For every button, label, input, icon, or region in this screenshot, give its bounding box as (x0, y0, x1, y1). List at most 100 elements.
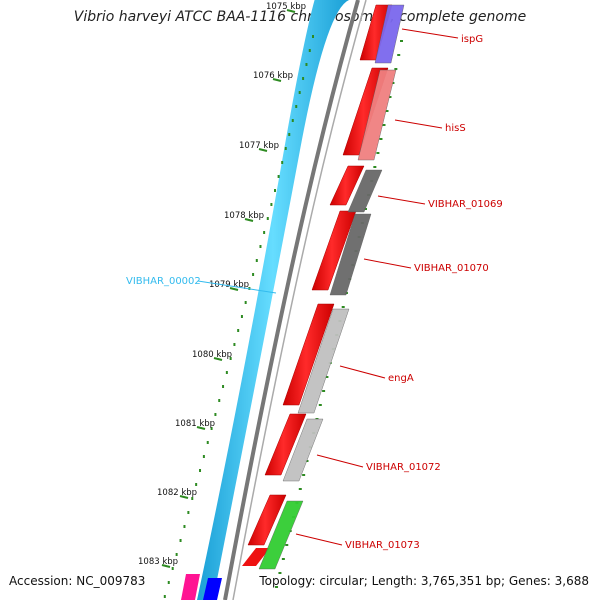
minor-tick (179, 539, 182, 542)
minor-tick (400, 40, 403, 42)
kbp-label: 1083 kbp (138, 557, 178, 567)
feature-block-engA[interactable] (297, 308, 350, 414)
genome-summary-text: Topology: circular; Length: 3,765,351 bp… (259, 574, 589, 588)
feature-block-partial[interactable] (203, 578, 222, 600)
minor-tick (376, 152, 380, 154)
backbone-line-inner (232, 0, 367, 600)
minor-tick (263, 231, 266, 234)
minor-tick (225, 371, 228, 374)
gene-label-engA[interactable]: engA (388, 373, 414, 384)
minor-tick (385, 110, 389, 112)
minor-tick (195, 483, 198, 486)
minor-tick (275, 586, 279, 588)
major-tick (272, 78, 282, 82)
kbp-label: 1082 kbp (157, 488, 197, 498)
label-leaders (295, 28, 459, 546)
minor-tick (312, 35, 314, 38)
genome-title: Vibrio harveyi ATCC BAA-1116 chromosome … (73, 9, 527, 25)
kbp-label: 1079 kbp (209, 280, 249, 290)
minor-tick (199, 469, 202, 472)
major-tick (179, 495, 189, 499)
minor-tick (325, 376, 329, 378)
minor-tick (218, 399, 221, 402)
cds-block[interactable] (282, 303, 335, 406)
gene-label-VIBHAR_01070[interactable]: VIBHAR_01070 (414, 263, 489, 274)
minor-tick (206, 441, 209, 444)
minor-tick (191, 497, 194, 500)
major-tick (196, 426, 206, 430)
minor-tick (277, 175, 280, 178)
label-leader-line (363, 258, 412, 269)
minor-tick (298, 488, 302, 490)
kbp-label: 1075 kbp (266, 2, 306, 12)
minor-tick (285, 544, 289, 546)
minor-tick (302, 77, 305, 80)
minor-tick (270, 203, 273, 206)
minor-tick (308, 49, 311, 52)
gene-label-hisS[interactable]: hisS (445, 123, 466, 134)
feature-track (181, 4, 405, 600)
minor-tick (291, 119, 294, 122)
minor-tick (274, 189, 277, 192)
minor-tick (379, 138, 383, 140)
gene-label-VIBHAR_01073[interactable]: VIBHAR_01073 (345, 540, 420, 551)
cds-block[interactable] (247, 494, 287, 546)
cds-forward-strand (242, 4, 393, 566)
feature-block-ispG[interactable] (374, 4, 405, 64)
kbp-label: 1076 kbp (253, 71, 293, 81)
label-leader-line (401, 28, 459, 39)
minor-tick (233, 343, 236, 346)
label-leader-line (394, 119, 443, 129)
label-leader-line (316, 454, 364, 468)
minor-tick (240, 315, 243, 318)
minor-tick (171, 567, 174, 570)
gene-label-ispG[interactable]: ispG (461, 34, 483, 45)
major-tick (244, 218, 254, 222)
gene-label-VIBHAR_01069[interactable]: VIBHAR_01069 (428, 199, 503, 210)
minor-tick (202, 455, 205, 458)
minor-tick (341, 306, 345, 308)
minor-tick (187, 511, 190, 514)
backbone-line (223, 0, 360, 600)
feature-block-VIBHAR_01070[interactable] (329, 213, 372, 296)
cds-block[interactable] (242, 548, 270, 566)
cyan-track-label[interactable]: VIBHAR_00002 (126, 276, 201, 287)
kbp-label: 1078 kbp (224, 211, 264, 221)
gene-labels: ispG hisS VIBHAR_01069 VIBHAR_01070 engA… (345, 34, 503, 551)
kbp-label: 1077 kbp (239, 141, 279, 151)
feature-block-partial[interactable] (181, 574, 200, 600)
minor-tick (244, 301, 247, 304)
major-tick (258, 148, 268, 152)
cds-block[interactable] (329, 165, 365, 206)
cds-block[interactable] (264, 413, 307, 476)
label-leader-line (339, 365, 386, 379)
cyan-track (197, 0, 349, 600)
minor-tick (229, 357, 232, 360)
minor-tick (237, 329, 240, 332)
kbp-label: 1080 kbp (192, 350, 232, 360)
minor-tick (318, 404, 322, 406)
cyan-track-leader (197, 280, 277, 294)
minor-tick (288, 133, 291, 136)
feature-block-VIBHAR_01072[interactable] (282, 418, 324, 482)
accession-text: Accession: NC_009783 (9, 574, 146, 588)
minor-tick (284, 147, 287, 150)
gene-label-VIBHAR_01072[interactable]: VIBHAR_01072 (366, 462, 441, 473)
minor-tick (394, 68, 398, 70)
minor-tick (281, 161, 284, 164)
minor-tick (255, 259, 258, 262)
kbp-labels: 1075 kbp 1076 kbp 1077 kbp 1078 kbp 1079… (138, 2, 306, 567)
feature-block-VIBHAR_01073[interactable] (258, 500, 304, 570)
feature-block-VIBHAR_01069[interactable] (347, 169, 383, 213)
kbp-label: 1081 kbp (175, 419, 215, 429)
minor-tick (281, 558, 285, 560)
label-leader-line (377, 195, 426, 205)
minor-tick (252, 273, 255, 276)
minor-tick (222, 385, 225, 388)
minor-tick (397, 54, 401, 56)
minor-tick (210, 427, 213, 430)
minor-tick (382, 124, 386, 126)
feature-block-hisS[interactable] (357, 69, 397, 161)
